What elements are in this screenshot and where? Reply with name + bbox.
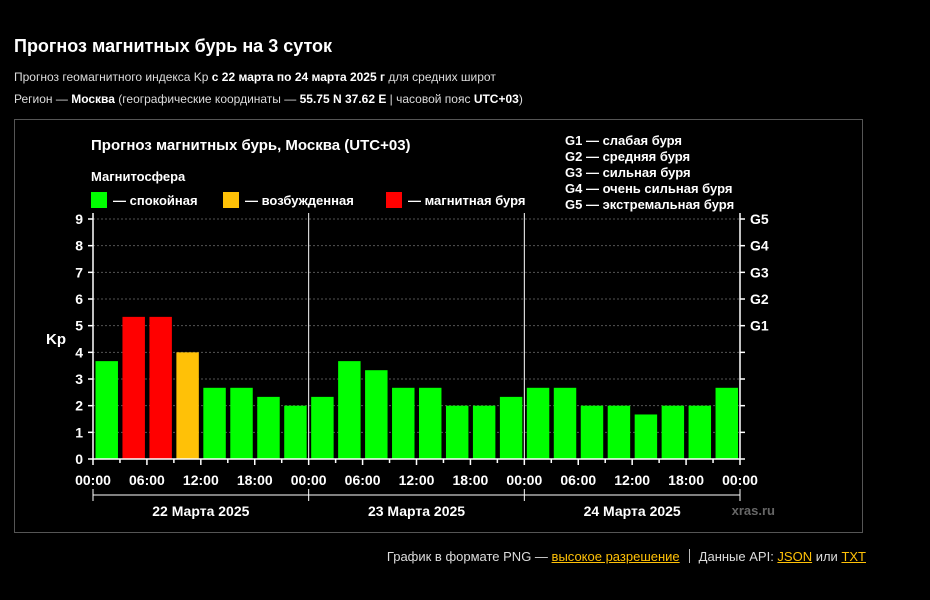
kp-bar [419, 387, 442, 459]
kp-bar [607, 405, 631, 459]
region-name: Москва [71, 92, 115, 106]
chart-title: Прогноз магнитных бурь, Москва (UTC+03) [91, 137, 411, 154]
day-label: 22 Марта 2025 [152, 503, 249, 519]
g-level-label: G5 [750, 211, 769, 227]
legend-label: — магнитная буря [408, 193, 525, 208]
period-dates: с 22 марта по 24 марта 2025 г [211, 70, 385, 84]
region-prefix: Регион — [14, 92, 72, 106]
timezone: UTC+03 [473, 92, 519, 106]
kp-bar [580, 405, 604, 459]
x-tick-label: 18:00 [668, 472, 704, 488]
kp-bar [526, 387, 550, 459]
x-tick-label: 00:00 [722, 472, 758, 488]
page-title: Прогноз магнитных бурь на 3 суток [14, 36, 333, 56]
api-label: Данные API: [698, 549, 778, 564]
x-tick-label: 00:00 [506, 472, 542, 488]
kp-bar [311, 396, 334, 459]
y-tick-label: 9 [75, 211, 83, 227]
legend-swatch [91, 192, 107, 208]
y-tick-label: 7 [75, 264, 83, 280]
footer: График в формате PNG — высокое разрешени… [387, 549, 866, 564]
kp-bar [499, 396, 523, 459]
x-tick-label: 06:00 [345, 472, 381, 488]
kp-bar [257, 396, 280, 459]
high-res-link[interactable]: высокое разрешение [551, 549, 680, 564]
kp-bar [553, 387, 577, 459]
timezone-prefix: | часовой пояс [386, 92, 474, 106]
x-tick-label: 06:00 [560, 472, 596, 488]
x-tick-label: 18:00 [237, 472, 273, 488]
kp-bar [284, 405, 307, 459]
day-label: 23 Марта 2025 [368, 503, 465, 519]
footer-separator [688, 549, 690, 563]
x-tick-label: 00:00 [291, 472, 327, 488]
kp-bar [149, 316, 172, 459]
g-level-label: G1 [750, 318, 769, 334]
kp-bar [472, 405, 496, 459]
g-level-label: G4 [750, 238, 769, 254]
g-level-label: G2 [750, 291, 769, 307]
legend-title: Магнитосфера [91, 169, 186, 184]
or-label: или [812, 549, 842, 564]
kp-bar [365, 370, 388, 459]
legend-label: — спокойная [113, 193, 198, 208]
y-tick-label: 2 [75, 398, 83, 414]
kp-bar [634, 414, 658, 459]
y-tick-label: 5 [75, 318, 83, 334]
kp-bar [715, 387, 738, 459]
g-level-label: G3 [750, 264, 769, 280]
y-tick-label: 0 [75, 451, 83, 467]
kp-chart-panel: Прогноз магнитных бурь, Москва (UTC+03) М… [14, 119, 863, 533]
y-tick-label: 8 [75, 238, 83, 254]
json-link[interactable]: JSON [777, 549, 813, 564]
forecast-period-line: Прогноз геомагнитного индекса Kp с 22 ма… [14, 70, 496, 84]
watermark: xras.ru [732, 503, 775, 518]
kp-bar [661, 405, 685, 459]
txt-link[interactable]: TXT [841, 549, 866, 564]
x-tick-label: 12:00 [399, 472, 435, 488]
coordinates: 55.75 N 37.62 E [299, 92, 387, 106]
y-tick-label: 3 [75, 371, 83, 387]
legend-swatch [223, 192, 239, 208]
kp-bar [176, 352, 199, 459]
g-legend-item: G1 — слабая буря [565, 133, 682, 148]
kp-bar [122, 316, 145, 459]
region-line: Регион — Москва (географические координа… [14, 92, 523, 106]
legend-swatch [386, 192, 402, 208]
y-tick-label: 6 [75, 291, 83, 307]
kp-bar [392, 387, 415, 459]
x-tick-label: 18:00 [453, 472, 489, 488]
g-legend-item: G4 — очень сильная буря [565, 181, 732, 196]
g-legend-item: G2 — средняя буря [565, 149, 690, 164]
g-legend-item: G3 — сильная буря [565, 165, 691, 180]
x-tick-label: 12:00 [614, 472, 650, 488]
g-legend-item: G5 — экстремальная буря [565, 197, 734, 212]
y-axis-label: Kp [46, 331, 66, 348]
kp-bar [445, 405, 469, 459]
kp-bar [95, 361, 118, 459]
y-tick-label: 1 [75, 424, 83, 440]
period-prefix: Прогноз геомагнитного индекса Kp [14, 70, 212, 84]
kp-bar [688, 405, 712, 459]
kp-bar [203, 387, 226, 459]
period-suffix: для средних широт [385, 70, 496, 84]
kp-forecast-chart: Прогноз магнитных бурь, Москва (UTC+03) М… [46, 133, 775, 519]
day-label: 24 Марта 2025 [584, 503, 681, 519]
kp-bar [338, 361, 361, 459]
x-tick-label: 00:00 [75, 472, 111, 488]
coords-prefix: (географические координаты — [114, 92, 300, 106]
region-suffix: ) [518, 92, 523, 106]
y-tick-label: 4 [75, 344, 83, 360]
png-label: График в формате PNG — [386, 549, 552, 564]
kp-bar [230, 387, 253, 459]
x-tick-label: 12:00 [183, 472, 219, 488]
x-tick-label: 06:00 [129, 472, 165, 488]
legend-label: — возбужденная [245, 193, 354, 208]
